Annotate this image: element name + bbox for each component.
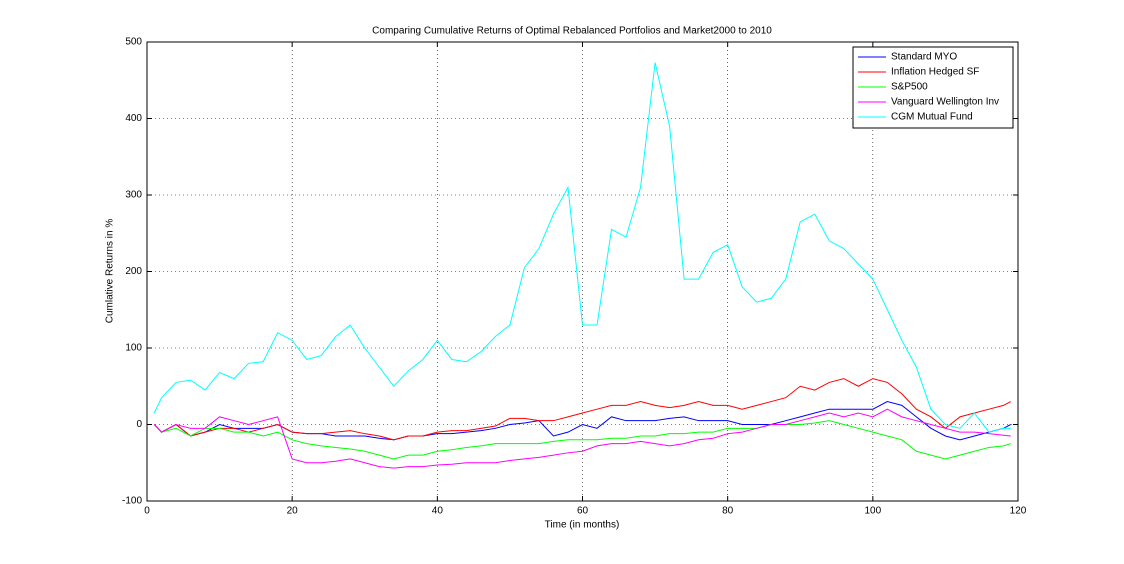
x-tick-label: 0 [144, 506, 150, 517]
x-tick-label: 60 [577, 506, 589, 517]
series-line [153, 408, 1011, 469]
legend-label: Vanguard Wellington Inv [891, 97, 999, 108]
legend-label: Inflation Hedged SF [891, 67, 979, 78]
series-line [153, 420, 1011, 460]
x-tick-label: 20 [287, 506, 299, 517]
x-tick-label: 120 [1010, 506, 1027, 517]
y-tick-label: 100 [125, 343, 142, 354]
y-tick-label: 200 [125, 266, 142, 277]
y-tick-label: 400 [125, 113, 142, 124]
axes-box [146, 41, 1019, 502]
chart-title: Comparing Cumulative Returns of Optimal … [372, 26, 772, 37]
y-axis-label: Cumlative Returns in % [105, 219, 116, 324]
x-axis-label: Time (in months) [545, 520, 620, 531]
x-tick-label: 100 [864, 506, 881, 517]
legend: Standard MYO Inflation Hedged SF S&P500 Van… [852, 46, 1014, 129]
series-line [153, 378, 1011, 441]
legend-label: CGM Mutual Fund [891, 112, 973, 123]
y-tick-label: 300 [125, 190, 142, 201]
series-line [153, 62, 1011, 433]
legend-label: Standard MYO [891, 52, 957, 63]
y-tick-label: -100 [122, 496, 142, 507]
legend-label: S&P500 [891, 82, 928, 93]
y-tick-label: 0 [136, 419, 142, 430]
y-tick-label: 500 [125, 37, 142, 48]
x-tick-label: 80 [722, 506, 734, 517]
x-tick-label: 40 [432, 506, 444, 517]
